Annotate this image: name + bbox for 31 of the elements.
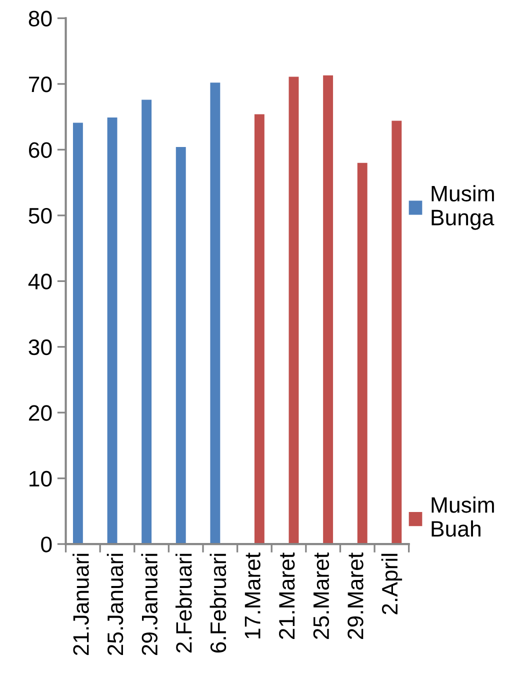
y-tick-label: 40 [28,274,52,290]
y-tick-label: 60 [29,142,52,158]
bar [254,114,264,544]
bar [323,75,334,544]
x-tick-label: 17.Maret [244,552,260,638]
y-tick-label: 10 [30,470,52,487]
y-tick-label: 30 [28,339,52,356]
y-tick-label: 50 [28,208,52,224]
x-tick-label: 2.Februari [175,554,192,653]
x-tick-label: 2.April [381,554,402,614]
x-tick-label: 25.Maret [313,552,330,639]
x-tick-label: 6.Februari [210,554,226,653]
bar [107,117,118,544]
bar [357,162,368,544]
x-tick-label: 29.Januari [141,554,158,656]
legend-label: Musim Buah [432,496,494,537]
y-tick-label: 80 [28,10,52,26]
y-tick-label: 0 [41,536,52,552]
x-tick-label: 21.Januari [72,554,89,656]
y-tick-label: 70 [29,76,52,92]
x-tick-label: 21.Maret [279,552,295,639]
x-tick-label: 29.Maret [348,552,364,639]
bar [288,76,299,544]
bar [72,122,83,544]
bar [392,120,402,544]
legend-label: Musim Bunga [432,185,494,230]
x-tick-label: 25.Januari [106,554,124,656]
bar [210,82,220,544]
bar [176,147,186,544]
bar [142,100,152,544]
y-tick-label: 20 [28,405,52,421]
